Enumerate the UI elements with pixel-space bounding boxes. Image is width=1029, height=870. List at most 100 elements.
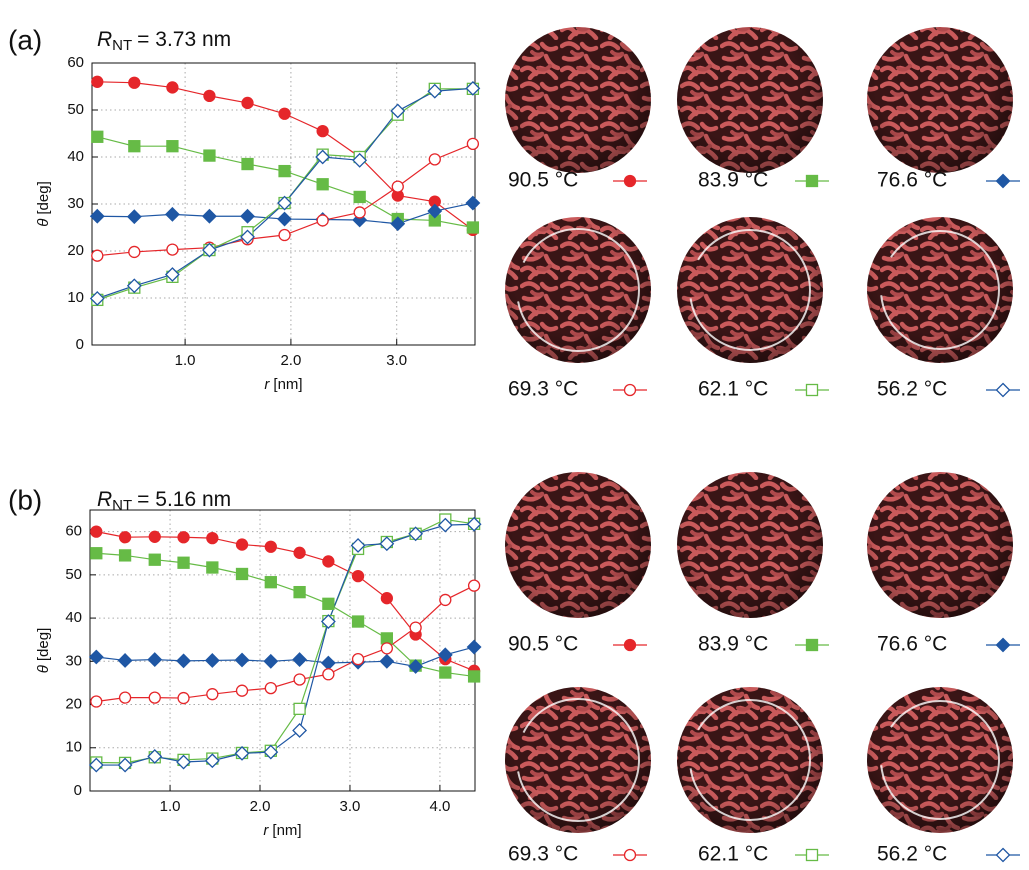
marker [91, 210, 104, 223]
marker [237, 539, 248, 550]
marker [264, 655, 277, 668]
x-axis-label: r[nm] [264, 376, 302, 393]
marker [323, 598, 334, 609]
snapshot-shade [677, 217, 823, 363]
marker [317, 179, 328, 190]
marker [91, 526, 102, 537]
legend-label: 69.3 °C [508, 378, 578, 401]
legend-label: 69.3 °C [508, 843, 578, 866]
panel-label: (b) [8, 484, 42, 515]
marker [279, 230, 290, 241]
marker [353, 654, 364, 665]
marker [167, 82, 178, 93]
marker [293, 724, 306, 737]
legend-label: 83.9 °C [698, 169, 768, 192]
marker [293, 653, 306, 666]
marker [120, 532, 131, 543]
y-label-unit: [deg] [35, 181, 52, 214]
marker [469, 671, 480, 682]
marker [468, 641, 481, 654]
marker [380, 655, 393, 668]
marker [317, 126, 328, 137]
marker [149, 531, 160, 542]
legend-marker [807, 385, 818, 396]
marker [279, 108, 290, 119]
marker [128, 210, 141, 223]
y-tick-label: 0 [74, 782, 82, 799]
marker [294, 547, 305, 558]
marker [353, 616, 364, 627]
marker [381, 593, 392, 604]
snapshot-shade [677, 687, 823, 833]
marker [207, 533, 218, 544]
snapshot-shade [505, 217, 651, 363]
marker [129, 141, 140, 152]
legend-marker [625, 176, 636, 187]
marker [178, 693, 189, 704]
marker [323, 669, 334, 680]
snapshot-shade [677, 472, 823, 618]
marker [92, 131, 103, 142]
series-line [96, 532, 474, 671]
marker [92, 250, 103, 261]
y-tick-label: 10 [67, 289, 84, 306]
marker [207, 562, 218, 573]
y-tick-label: 50 [65, 566, 82, 583]
legend-marker [997, 384, 1010, 397]
marker [353, 571, 364, 582]
marker [279, 166, 290, 177]
y-tick-label: 40 [65, 609, 82, 626]
title-symbol: R [97, 28, 112, 51]
marker [119, 654, 132, 667]
marker [149, 554, 160, 565]
marker [265, 577, 276, 588]
x-tick-label: 2.0 [250, 798, 271, 815]
x-label-unit: [nm] [273, 376, 302, 393]
marker [323, 556, 334, 567]
x-tick-label: 2.0 [280, 352, 301, 369]
legend-marker [625, 640, 636, 651]
marker [265, 683, 276, 694]
snapshot-shade [505, 687, 651, 833]
legend-label: 76.6 °C [877, 633, 947, 656]
legend-label: 56.2 °C [877, 843, 947, 866]
marker [381, 643, 392, 654]
y-tick-label: 40 [67, 148, 84, 165]
legend-label: 90.5 °C [508, 169, 578, 192]
marker [237, 685, 248, 696]
marker [91, 548, 102, 559]
legend-marker [997, 639, 1010, 652]
marker [242, 159, 253, 170]
x-label-symbol: r [264, 376, 270, 393]
series-line [97, 88, 473, 298]
marker [467, 222, 478, 233]
marker [278, 213, 291, 226]
marker [294, 587, 305, 598]
marker [236, 654, 249, 667]
y-tick-label: 30 [65, 652, 82, 669]
snapshot-shade [867, 472, 1013, 618]
marker [166, 208, 179, 221]
legend-marker [625, 850, 636, 861]
marker [265, 541, 276, 552]
legend-marker [807, 176, 818, 187]
legend-label: 76.6 °C [877, 169, 947, 192]
marker [91, 696, 102, 707]
x-tick-label: 4.0 [429, 798, 450, 815]
marker [178, 557, 189, 568]
legend-marker [807, 850, 818, 861]
legend-label: 83.9 °C [698, 633, 768, 656]
marker [207, 689, 218, 700]
marker [469, 580, 480, 591]
chart-title: RNT= 3.73 nm [97, 28, 231, 54]
marker [129, 246, 140, 257]
y-tick-label: 20 [65, 696, 82, 713]
legend-label: 62.1 °C [698, 843, 768, 866]
marker [237, 568, 248, 579]
marker [410, 622, 421, 633]
y-axis-label: θ[deg] [35, 628, 52, 674]
legend-marker [807, 640, 818, 651]
marker [317, 215, 328, 226]
series-line [97, 89, 473, 300]
